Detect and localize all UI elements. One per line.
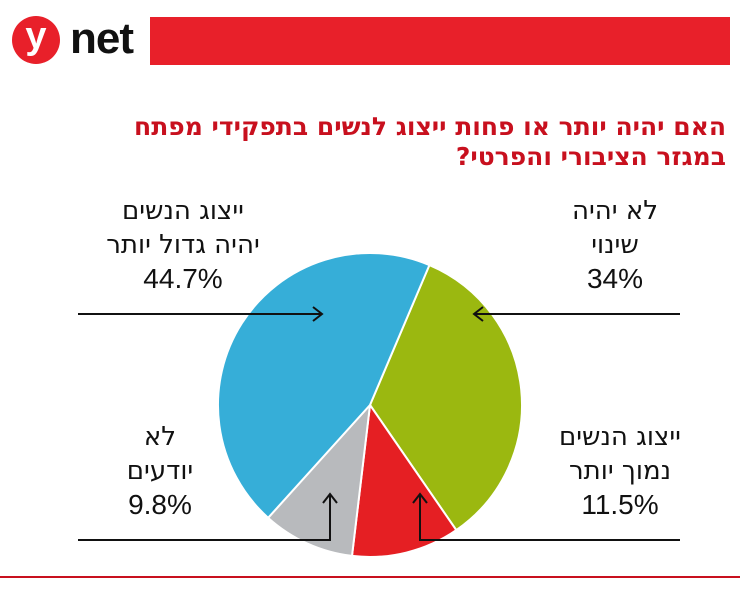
label-dont-know-value: 9.8% — [128, 489, 192, 520]
label-lower-value: 11.5% — [581, 489, 659, 520]
label-lower-representation: ייצוג הנשים נמוך יותר 11.5% — [520, 420, 720, 522]
label-greater-line1: ייצוג הנשים — [121, 196, 244, 226]
logo-letter: y — [25, 15, 47, 57]
bottom-rule — [0, 576, 740, 578]
label-dont-know: לא יודעים 9.8% — [80, 420, 240, 522]
leader-dont-know-arrowhead — [322, 492, 338, 504]
leader-dont-know — [78, 494, 331, 541]
label-no-change-line2: שינוי — [591, 230, 639, 260]
label-no-change-value: 34% — [586, 263, 644, 294]
leader-lower-representation — [419, 494, 680, 541]
header-red-banner — [150, 17, 730, 65]
label-dont-know-line1: לא — [143, 422, 177, 452]
leader-no-change-arrowhead — [472, 306, 484, 322]
label-greater-value: 44.7% — [143, 263, 223, 294]
label-no-change-line1: לא יהיה — [571, 196, 659, 226]
chart-question-title: האם יהיה יותר או פחות ייצוג לנשים בתפקיד… — [134, 112, 726, 171]
slice-greater-representation — [217, 251, 431, 520]
ynet-logo-circle: y — [12, 16, 60, 64]
slice-lower-representation — [350, 402, 458, 558]
ynet-logo-word: net — [70, 14, 134, 63]
label-greater-representation: ייצוג הנשים יהיה גדול יותר 44.7% — [78, 194, 288, 296]
label-no-change: לא יהיה שינוי 34% — [540, 194, 690, 296]
label-lower-line2: נמוך יותר — [568, 456, 672, 486]
slice-dont-know — [266, 401, 372, 558]
slice-no-change — [368, 263, 523, 532]
label-dont-know-line2: יודעים — [126, 456, 194, 486]
label-greater-line2: יהיה גדול יותר — [106, 230, 260, 260]
leader-greater-representation-arrowhead — [312, 306, 324, 322]
leader-lower-representation-arrowhead — [412, 492, 428, 504]
label-lower-line1: ייצוג הנשים — [558, 422, 681, 452]
